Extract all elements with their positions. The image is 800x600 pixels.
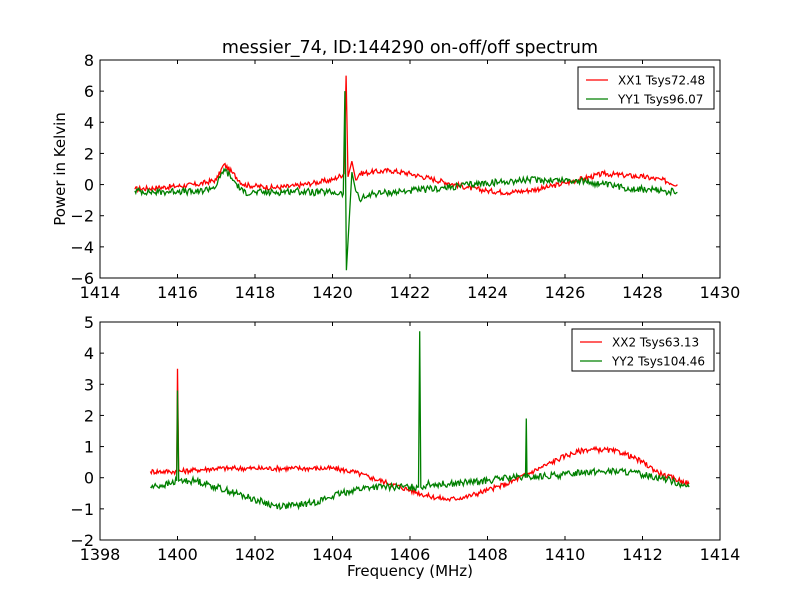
legend-box (571, 328, 715, 372)
series-line-yy1 (134, 91, 678, 271)
legend: XX1 Tsys72.48 YY1 Tsys96.07 (577, 66, 715, 110)
series-line-xx2 (149, 368, 690, 503)
x-tick-label: 1414 (80, 283, 121, 302)
y-tick-label: 5 (84, 313, 94, 332)
x-tick-label: 1406 (390, 545, 431, 564)
x-tick-label: 1398 (80, 545, 121, 564)
x-tick-label: 1424 (467, 283, 508, 302)
legend-entry: YY1 Tsys96.07 (617, 93, 703, 107)
x-tick-label: 1420 (312, 283, 353, 302)
y-tick-label: 6 (84, 82, 94, 101)
x-tick-label: 1430 (700, 283, 741, 302)
y-tick-label: −1 (70, 500, 94, 519)
top-panel: 1414 1416 1418 1420 1422 1424 1426 1428 1430 −6 −4… (70, 51, 740, 302)
x-tick-label: 1428 (622, 283, 663, 302)
x-tick-label: 1402 (235, 545, 276, 564)
x-axis-label-bottom: Frequency (MHz) (347, 562, 473, 580)
x-tick-label: 1414 (700, 545, 741, 564)
x-tick-label: 1408 (467, 545, 508, 564)
x-tick-label: 1404 (312, 545, 353, 564)
y-tick-label: 1 (84, 438, 94, 457)
legend-entry: XX2 Tsys63.13 (612, 336, 699, 350)
x-tick-label: 1412 (622, 545, 663, 564)
x-tick-label: 1418 (235, 283, 276, 302)
y-tick-label: 2 (84, 144, 94, 163)
bottom-panel: 1398 1400 1402 1404 1406 1408 1410 1412 1414−2−1… (70, 313, 740, 564)
legend-entry: YY2 Tsys104.46 (611, 355, 705, 369)
y-tick-label: −6 (70, 269, 94, 288)
y-tick-label: 4 (84, 344, 94, 363)
y-tick-label: 8 (84, 51, 94, 70)
y-tick-label: 0 (84, 469, 94, 488)
y-tick-label: 2 (84, 406, 94, 425)
y-tick-label: −2 (70, 531, 94, 550)
y-axis-label-top: Power in Kelvin (51, 112, 69, 226)
y-tick-label: 0 (84, 176, 94, 195)
y-tick-label: −2 (70, 207, 94, 226)
x-tick-label: 1422 (390, 283, 431, 302)
y-tick-label: 3 (84, 375, 94, 394)
legend: XX2 Tsys63.13 YY2 Tsys104.46 (571, 328, 715, 372)
chart-title: messier_74, ID:144290 on-off/off spectru… (222, 38, 598, 58)
legend-box (577, 66, 715, 110)
y-tick-label: 4 (84, 113, 94, 132)
legend-entry: XX1 Tsys72.48 (618, 74, 705, 88)
x-tick-label: 1400 (157, 545, 198, 564)
x-tick-label: 1410 (545, 545, 586, 564)
x-tick-label: 1416 (157, 283, 198, 302)
y-tick-label: −4 (70, 238, 94, 257)
x-tick-label: 1426 (545, 283, 586, 302)
